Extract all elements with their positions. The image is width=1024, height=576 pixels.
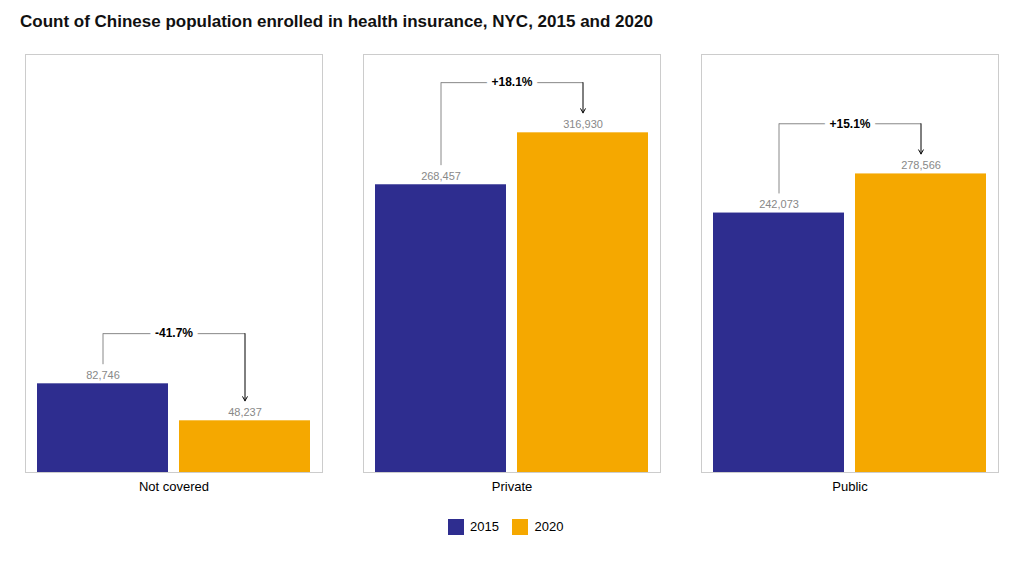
- svg-text:+18.1%: +18.1%: [491, 75, 532, 89]
- html-text:2015: 2015: [470, 519, 499, 534]
- svg-text:242,073: 242,073: [759, 198, 799, 210]
- svg-text:82,746: 82,746: [86, 369, 120, 381]
- svg-text:Public: Public: [832, 479, 868, 494]
- svg-text:Not covered: Not covered: [139, 479, 209, 494]
- html-text:Count of Chinese population en: Count of Chinese population enrolled in …: [20, 12, 653, 31]
- svg-text:Private: Private: [492, 479, 532, 494]
- svg-text:268,457: 268,457: [421, 170, 461, 182]
- html-text:2020: 2020: [534, 519, 564, 534]
- svg-text:278,566: 278,566: [901, 159, 941, 171]
- svg-text:+15.1%: +15.1%: [829, 117, 870, 131]
- svg-text:-41.7%: -41.7%: [155, 326, 193, 340]
- svg-text:316,930: 316,930: [563, 118, 603, 130]
- svg-text:48,237: 48,237: [228, 406, 262, 418]
